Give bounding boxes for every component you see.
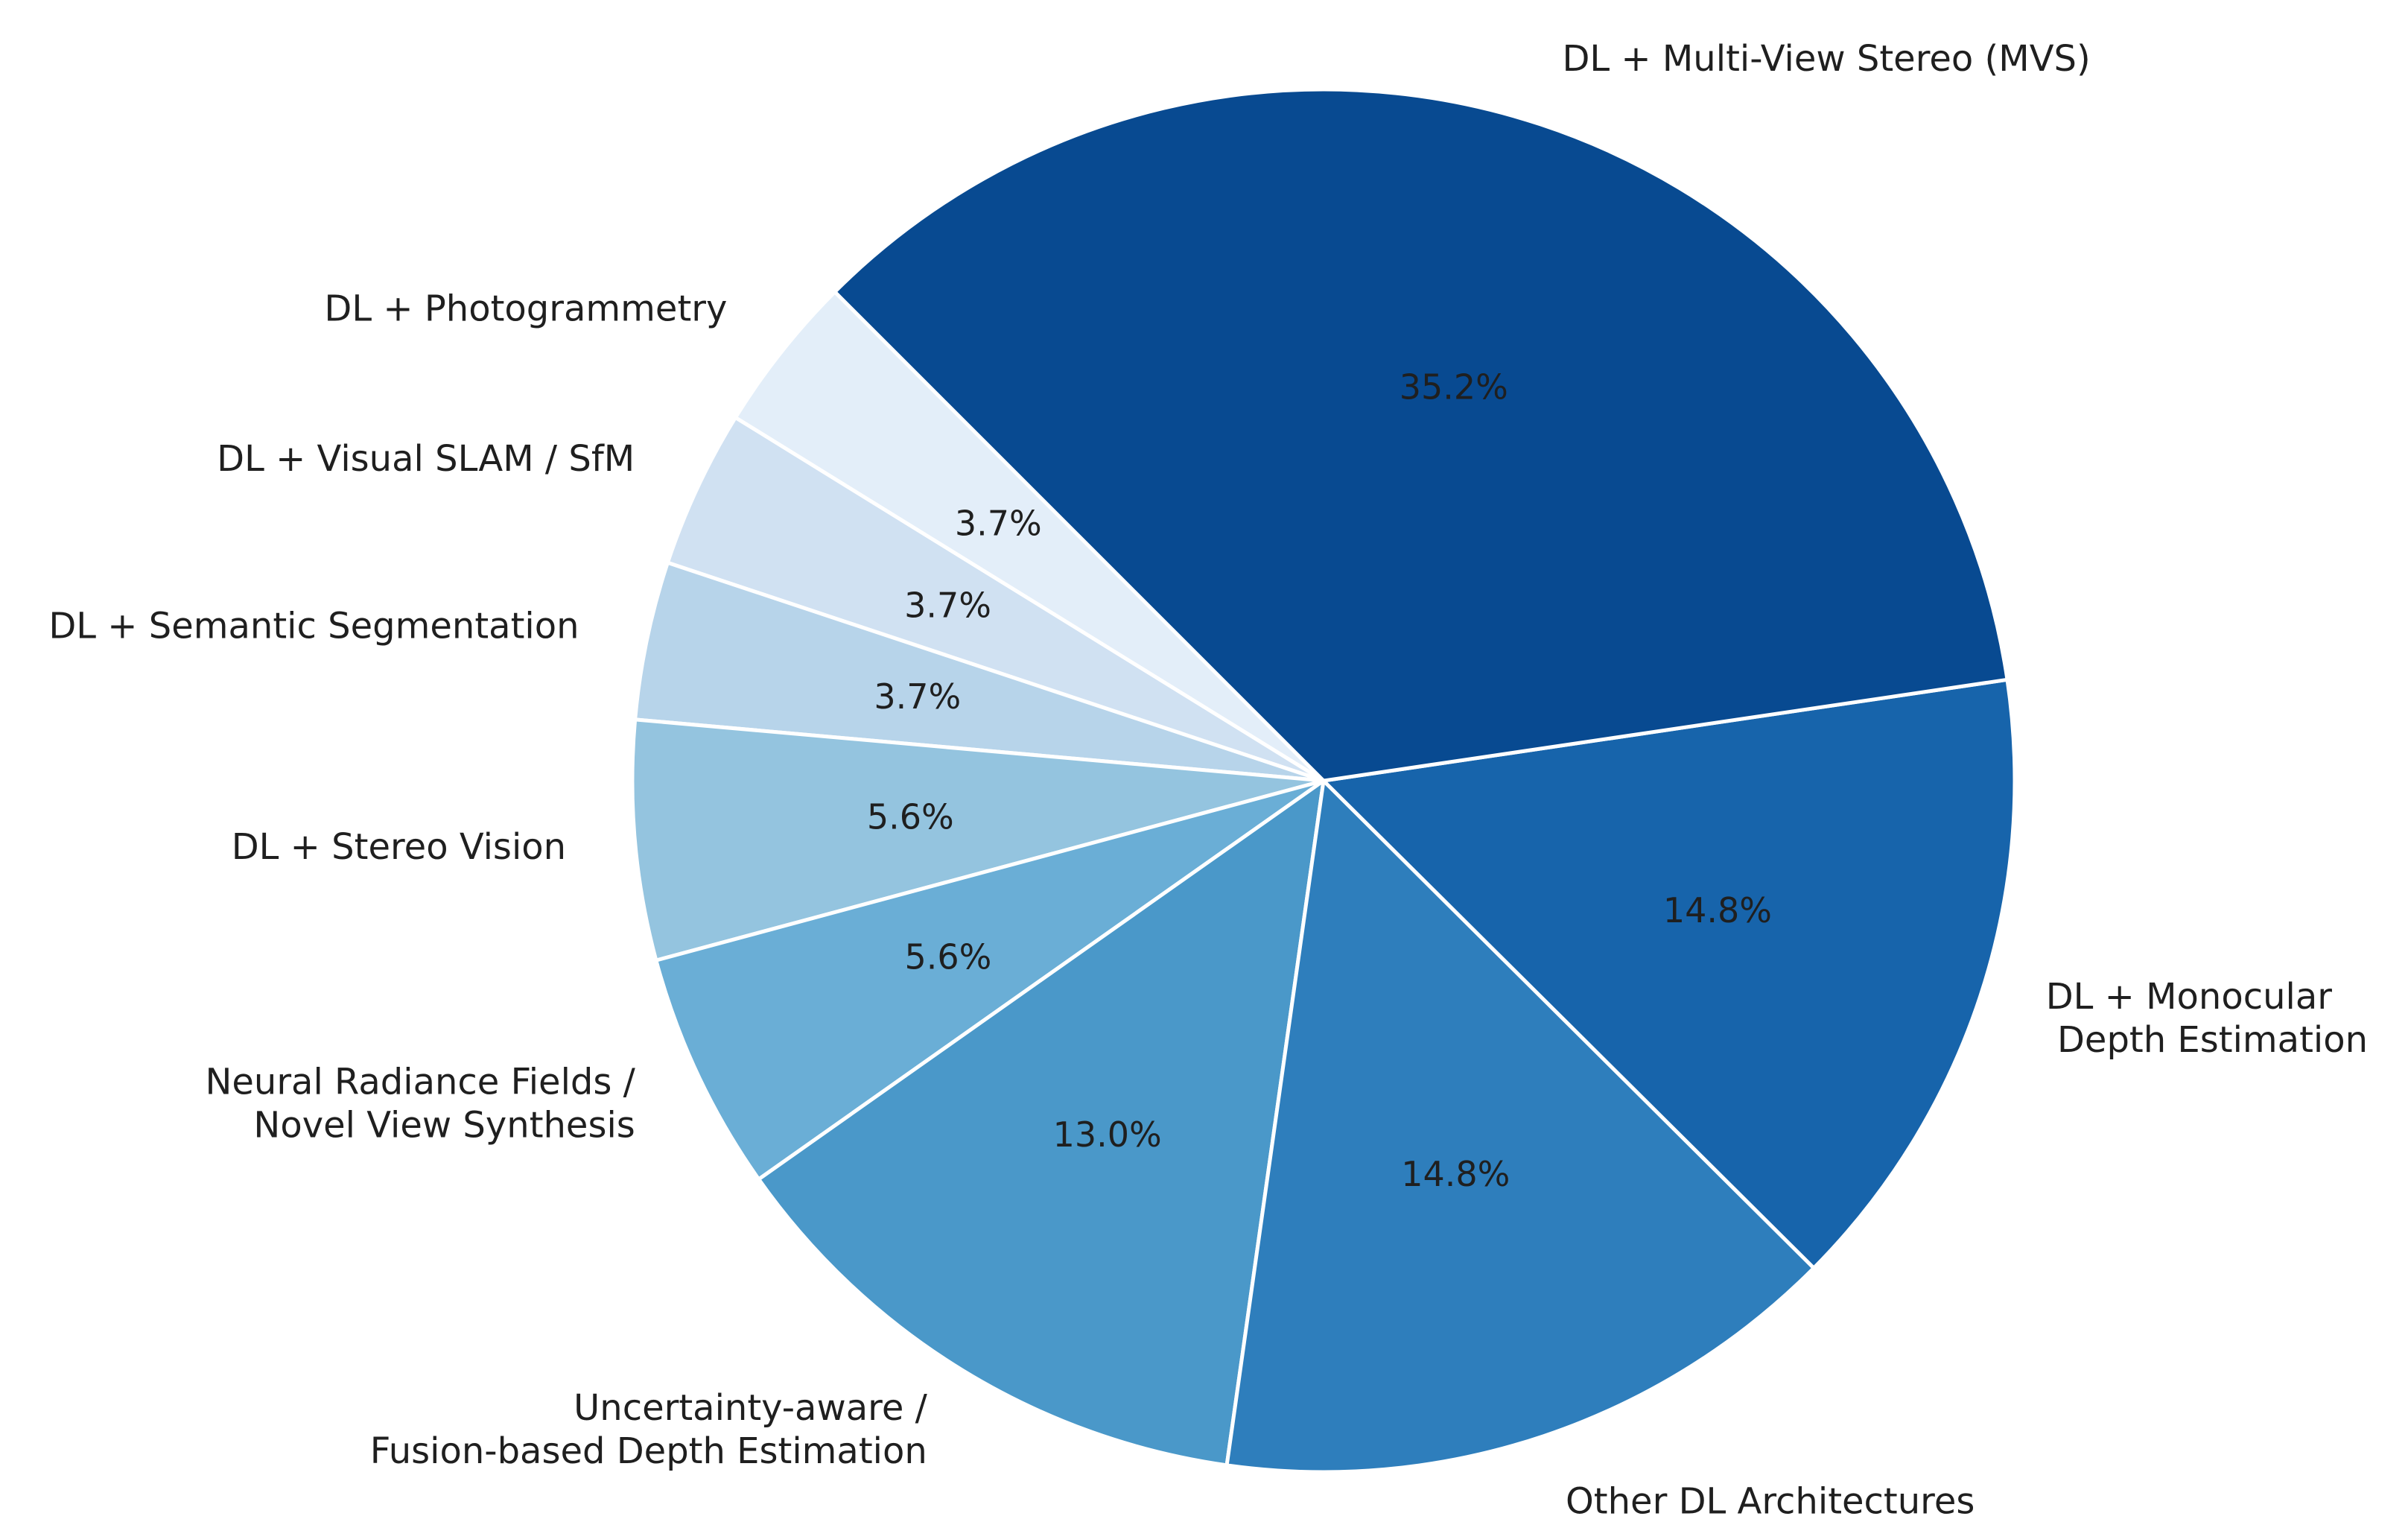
slices-layer <box>630 87 2017 1474</box>
slice-percent-label: 3.7% <box>904 585 991 625</box>
pie-slice <box>633 560 1326 783</box>
pie-slice <box>733 290 1326 783</box>
slice-category-label: Other DL Architectures <box>1566 1481 1975 1516</box>
slice-percent-label: 13.0% <box>1053 1114 1162 1155</box>
slice-percent-label: 14.8% <box>1401 1154 1510 1194</box>
pie-slice <box>630 717 1326 963</box>
slice-category-label: DL + Photogrammetry <box>324 288 727 330</box>
category-labels-layer: DL + Photogrammetry DL + Visual SLAM / Sf… <box>48 38 2368 1519</box>
slice-category-label: DL + Semantic Segmentation <box>48 605 579 647</box>
slice-category-label: DL + Multi-View Stereo (MVS) <box>1562 38 2090 80</box>
slice-percent-label: 5.6% <box>904 936 991 977</box>
slice-percent-label: 5.6% <box>867 796 954 837</box>
slice-category-label: DL + Visual SLAM / SfM <box>217 438 635 480</box>
pie-slice <box>757 778 1326 1468</box>
slice-category-label: DL + Stereo Vision <box>232 826 566 868</box>
pie-slice <box>665 415 1326 783</box>
pie-slice <box>654 778 1326 1182</box>
pie-slice <box>1321 677 2017 1270</box>
percent-labels-layer: 3.7% 3.7% 3.7% 5.6% 5.6% 13.0% 14.8% 14.8% 35.2% <box>867 367 1772 1193</box>
slice-category-label: DL + Monocular Depth Estimation <box>2046 976 2368 1061</box>
slice-percent-label: 3.7% <box>955 504 1042 544</box>
slice-percent-label: 14.8% <box>1663 890 1772 930</box>
pie-slice <box>1224 778 1816 1474</box>
slice-category-label: Uncertainty-aware / Fusion-based Depth Es… <box>370 1387 928 1472</box>
slice-percent-label: 35.2% <box>1400 367 1508 407</box>
pie-slice <box>833 87 2010 783</box>
slice-percent-label: 3.7% <box>874 676 961 717</box>
slice-category-label: Neural Radiance Fields / Novel View Synth… <box>205 1062 635 1147</box>
